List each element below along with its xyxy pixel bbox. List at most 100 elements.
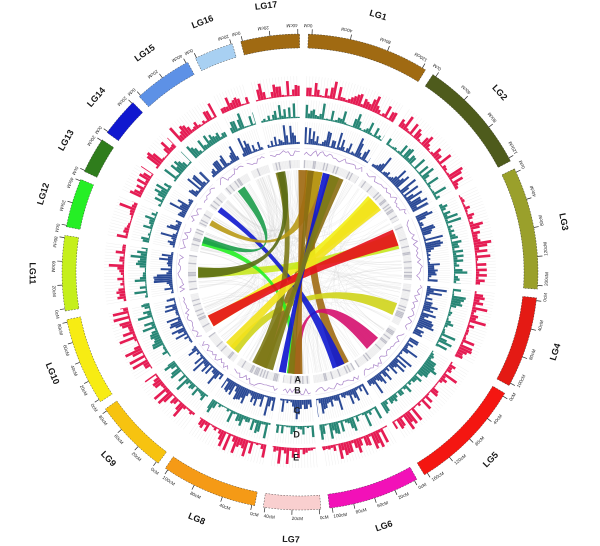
- ideogram-segment-lg16[interactable]: [195, 43, 237, 72]
- track-c-bar: [423, 234, 443, 242]
- track-c-bar: [325, 131, 331, 147]
- track-a-cell: [278, 161, 282, 170]
- track-gridline: [127, 178, 146, 188]
- track-gridline: [445, 214, 463, 221]
- track-d-bar: [403, 148, 415, 160]
- tick-label: 20cM: [58, 200, 66, 212]
- track-gridline: [398, 175, 416, 191]
- track-a-cell: [318, 374, 322, 383]
- track-e-bar: [211, 116, 215, 120]
- track-e-bar: [117, 266, 125, 270]
- tick-mark: [75, 361, 80, 365]
- track-gridline: [164, 366, 179, 379]
- link-ribbon-lg12-lg15[interactable]: [202, 186, 268, 253]
- ideogram-segment-lg14[interactable]: [106, 102, 144, 142]
- track-d-bar: [248, 124, 252, 127]
- track-e-bar: [119, 320, 132, 327]
- track-c-bar: [175, 311, 179, 314]
- ideogram-segment-lg5[interactable]: [416, 385, 506, 476]
- track-c-bar: [380, 171, 383, 174]
- tick-mark: [427, 472, 431, 478]
- track-d-bar: [143, 321, 155, 327]
- track-a-cell: [388, 326, 396, 332]
- track-d-bar: [350, 125, 353, 128]
- track-a-cell: [371, 346, 379, 354]
- track-a-cell: [191, 243, 200, 247]
- track-a-cell: [239, 177, 245, 185]
- track-d-bar: [321, 103, 326, 120]
- track-e-bar: [472, 304, 476, 308]
- track-a-cell: [189, 254, 198, 258]
- track-a-cell: [320, 162, 324, 171]
- track-d-bar: [443, 326, 446, 329]
- track-d-bar: [421, 167, 434, 179]
- track-d-bar: [325, 118, 329, 121]
- ideogram-segment-lg10[interactable]: [66, 316, 113, 403]
- ideogram-segment-lg8[interactable]: [165, 456, 258, 506]
- track-a-cell: [340, 367, 346, 376]
- tick-mark: [59, 236, 65, 238]
- track-gridline: [139, 327, 157, 335]
- track-e-bar: [474, 247, 480, 251]
- ideogram-segment-lg17[interactable]: [240, 33, 300, 56]
- track-d-bar: [140, 236, 150, 241]
- ideogram-segment-lg3[interactable]: [501, 168, 539, 290]
- track-a-cell: [265, 165, 269, 174]
- ideogram-segment-lg15[interactable]: [138, 61, 195, 108]
- track-a-cell: [218, 343, 225, 350]
- track-gridline: [144, 199, 161, 208]
- link-ribbon-lg10-lg3[interactable]: [207, 229, 399, 327]
- link-strand[interactable]: [264, 174, 340, 371]
- track-d-bar: [451, 297, 465, 303]
- track-a-cell: [231, 182, 238, 190]
- track-a-cell: [211, 202, 219, 209]
- track-e-bar: [475, 258, 479, 261]
- track-e-bar: [452, 182, 459, 187]
- ideogram-segment-lg9[interactable]: [105, 400, 167, 464]
- ideogram-segment-lg12[interactable]: [66, 179, 94, 230]
- track-a-cell: [190, 246, 199, 250]
- track-gridline: [106, 242, 126, 246]
- ideogram-segment-lg6[interactable]: [327, 466, 418, 509]
- track-c-bar: [394, 357, 407, 369]
- link-ribbon-lg2-lg10[interactable]: [207, 196, 380, 327]
- track-gridline: [304, 122, 306, 145]
- track-c-bar: [320, 398, 325, 414]
- track-e-bar: [435, 154, 442, 162]
- track-e-bar: [160, 141, 173, 153]
- track-d-bar: [249, 418, 256, 431]
- track-e-bar: [475, 273, 487, 277]
- link-ribbon-lg4-lg9[interactable]: [230, 292, 398, 354]
- link-strand[interactable]: [278, 172, 330, 374]
- track-c-bar: [396, 187, 400, 190]
- track-gridline: [120, 343, 140, 352]
- track-a-cell: [215, 339, 223, 347]
- ideogram-segment-lg4[interactable]: [496, 296, 537, 386]
- ideogram-segment-lg11[interactable]: [61, 235, 80, 312]
- ideogram-segment-lg1[interactable]: [307, 33, 426, 83]
- track-gridline: [361, 114, 369, 131]
- track-a-cell: [297, 375, 299, 384]
- link-ribbon-lg6-lg14[interactable]: [217, 207, 345, 369]
- track-a-cell: [375, 195, 383, 202]
- track-a-cell: [395, 312, 404, 318]
- link-ribbon-lg13-lg1[interactable]: [209, 170, 323, 243]
- ideogram-segment-lg2[interactable]: [424, 74, 511, 168]
- track-e-bar: [456, 350, 464, 357]
- ideogram-layer[interactable]: [61, 33, 539, 511]
- track-c-bar: [198, 171, 210, 183]
- ideogram-segment-lg7[interactable]: [262, 493, 322, 511]
- track-e-bar: [342, 97, 346, 102]
- track-a-cell: [370, 189, 378, 197]
- track-c-bar: [352, 152, 355, 156]
- tick-label: 40cM: [70, 365, 79, 377]
- track-c-bar: [426, 291, 442, 296]
- tick-mark: [263, 507, 266, 513]
- track-a-cell: [197, 313, 206, 318]
- track-c-bar: [395, 355, 399, 359]
- track-gridline: [463, 198, 482, 206]
- link-ribbon-lg5-lg7[interactable]: [292, 308, 379, 374]
- track-gridline: [396, 392, 408, 407]
- ideogram-segment-lg13[interactable]: [83, 139, 115, 178]
- track-d-bar: [178, 374, 187, 382]
